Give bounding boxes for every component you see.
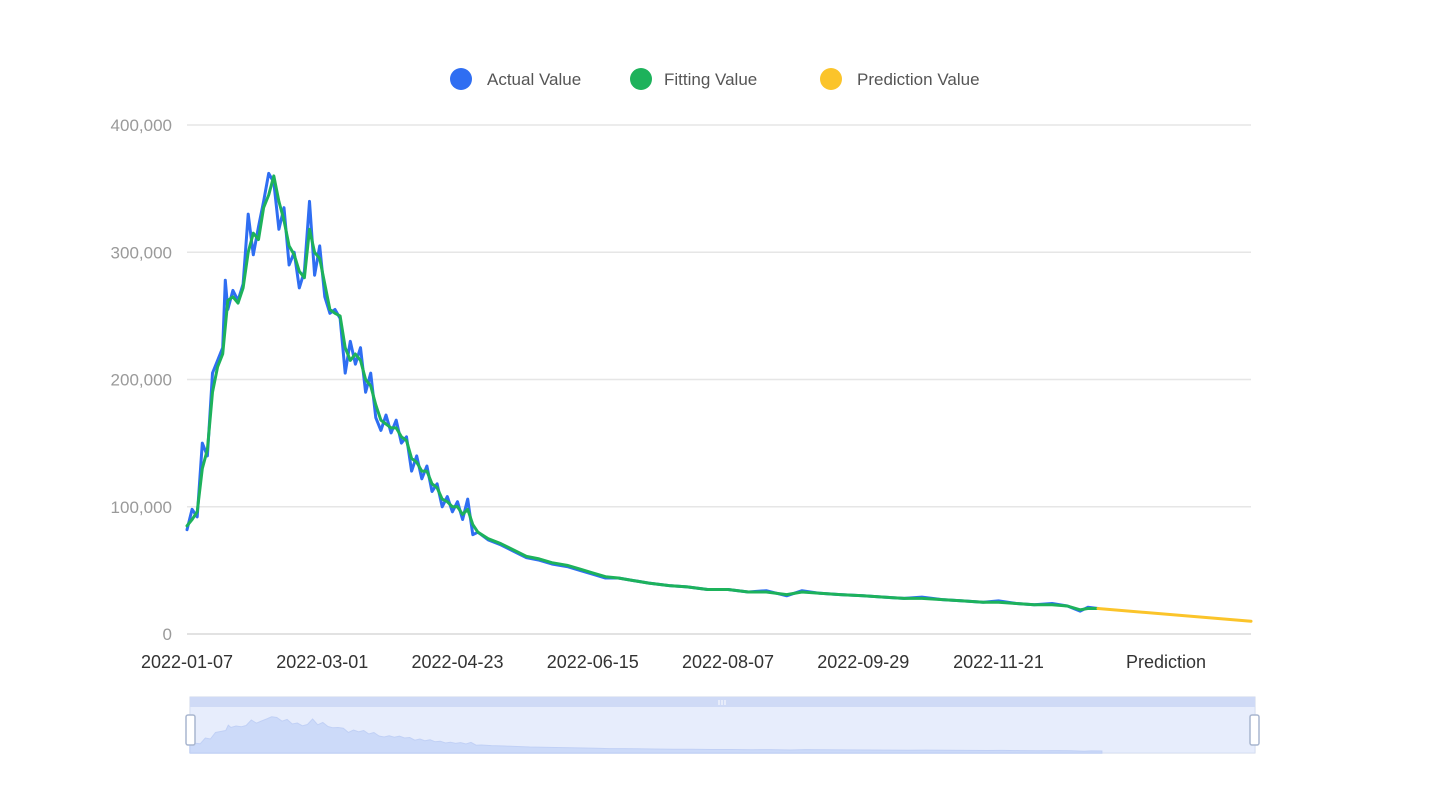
x-tick-label: 2022-08-07 — [682, 652, 774, 672]
x-tick-label: 2022-09-29 — [817, 652, 909, 672]
series-line-actual — [185, 171, 1100, 613]
y-tick-label: 0 — [163, 625, 172, 644]
x-tick-label: 2022-01-07 — [141, 652, 233, 672]
grid — [187, 124, 1251, 508]
data-zoom-left-handle[interactable] — [185, 714, 196, 746]
legend-marker-actual — [450, 68, 472, 90]
x-tick-label: 2022-03-01 — [276, 652, 368, 672]
legend-label-prediction: Prediction Value — [857, 70, 980, 89]
legend-item-prediction[interactable]: Prediction Value — [820, 68, 980, 90]
y-tick-label: 300,000 — [111, 243, 172, 262]
data-zoom-slider[interactable] — [185, 696, 1260, 754]
y-tick-label: 200,000 — [111, 371, 172, 390]
legend-label-actual: Actual Value — [487, 70, 581, 89]
y-tick-label: 400,000 — [111, 116, 172, 135]
series-layer — [185, 171, 1253, 623]
x-tick-label: 2022-04-23 — [411, 652, 503, 672]
data-zoom-right-handle[interactable] — [1249, 714, 1260, 746]
legend-item-fitting[interactable]: Fitting Value — [630, 68, 757, 90]
y-tick-label: 100,000 — [111, 498, 172, 517]
legend[interactable]: Actual Value Fitting Value Prediction Va… — [450, 68, 980, 90]
legend-label-fitting: Fitting Value — [664, 70, 757, 89]
series-line-prediction — [1096, 607, 1253, 623]
x-axis: 2022-01-07 2022-03-01 2022-04-23 2022-06-15… — [141, 633, 1251, 672]
legend-marker-prediction — [820, 68, 842, 90]
x-tick-label-prediction: Prediction — [1126, 652, 1206, 672]
legend-item-actual[interactable]: Actual Value — [450, 68, 581, 90]
x-tick-label: 2022-06-15 — [547, 652, 639, 672]
y-axis: 0 100,000 200,000 300,000 400,000 — [111, 116, 172, 644]
legend-marker-fitting — [630, 68, 652, 90]
series-line-fitting — [185, 174, 1100, 612]
data-zoom-grip-icon[interactable] — [718, 700, 726, 705]
x-tick-label: 2022-11-21 — [953, 652, 1044, 672]
